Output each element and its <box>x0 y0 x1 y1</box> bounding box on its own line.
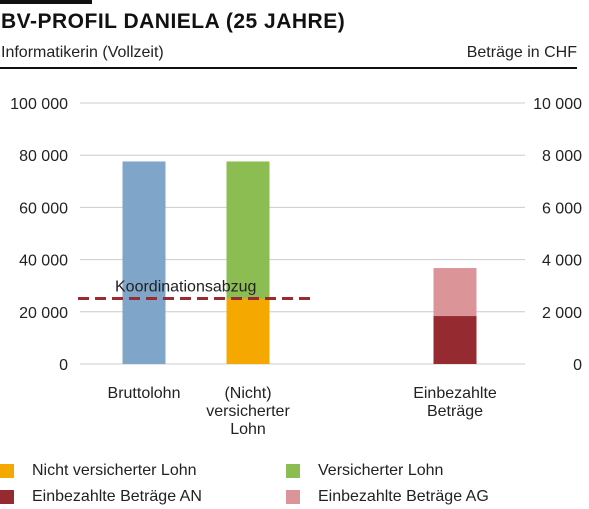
legend-item: Einbezahlte Beträge AG <box>286 487 489 507</box>
title-accent-bar <box>0 0 92 4</box>
right-tick-label: 2 000 <box>542 305 582 322</box>
chart-subtitle: Informatikerin (Vollzeit) <box>1 44 164 61</box>
legend-swatch <box>286 490 300 504</box>
koordinationsabzug-label: Koordinationsabzug <box>115 279 256 296</box>
category-label: Bruttolohn <box>108 385 181 402</box>
bar-segment-versicherter-lohn <box>226 161 270 299</box>
bar-chart: 0 20 000 40 000 60 000 80 000 100 000 0 2 000 4 … <box>10 96 582 438</box>
bar-segment-einbezahlte-beträge-ag <box>433 268 477 317</box>
legend-swatch <box>286 464 300 478</box>
right-tick-label: 4 000 <box>542 253 582 270</box>
header-rule <box>0 67 577 69</box>
left-tick-label: 100 000 <box>10 96 68 113</box>
bar-segment-nicht-versicherter-lohn <box>226 298 270 364</box>
unit-label: Beträge in CHF <box>466 44 577 61</box>
legend-label: Einbezahlte Beträge AG <box>318 488 489 505</box>
chart-title: BV-PROFIL DANIELA (25 JAHRE) <box>1 10 346 33</box>
category-label: Einbezahlte Beträge <box>413 385 497 420</box>
legend-swatch <box>0 464 14 478</box>
legend-label: Einbezahlte Beträge AN <box>32 488 202 505</box>
right-tick-label: 8 000 <box>542 148 582 165</box>
left-tick-label: 0 <box>59 357 68 374</box>
legend-swatch <box>0 490 14 504</box>
right-tick-label: 6 000 <box>542 200 582 217</box>
left-tick-label: 40 000 <box>19 253 68 270</box>
bar-segment-einbezahlte-beträge-an <box>433 316 477 364</box>
legend-item: Nicht versicherter Lohn <box>0 461 197 481</box>
legend: Nicht versicherter Lohn Versicherter Lohn… <box>0 458 589 509</box>
right-tick-label: 10 000 <box>533 96 582 113</box>
legend-label: Nicht versicherter Lohn <box>32 462 197 479</box>
category-label: (Nicht) versicherter Lohn <box>206 385 290 438</box>
legend-item: Versicherter Lohn <box>286 461 443 481</box>
left-tick-label: 20 000 <box>19 305 68 322</box>
left-tick-label: 60 000 <box>19 200 68 217</box>
legend-item: Einbezahlte Beträge AN <box>0 487 202 507</box>
legend-label: Versicherter Lohn <box>318 462 444 479</box>
right-tick-label: 0 <box>573 357 582 374</box>
bar-segment-bruttolohn <box>122 161 166 364</box>
left-tick-label: 80 000 <box>19 148 68 165</box>
